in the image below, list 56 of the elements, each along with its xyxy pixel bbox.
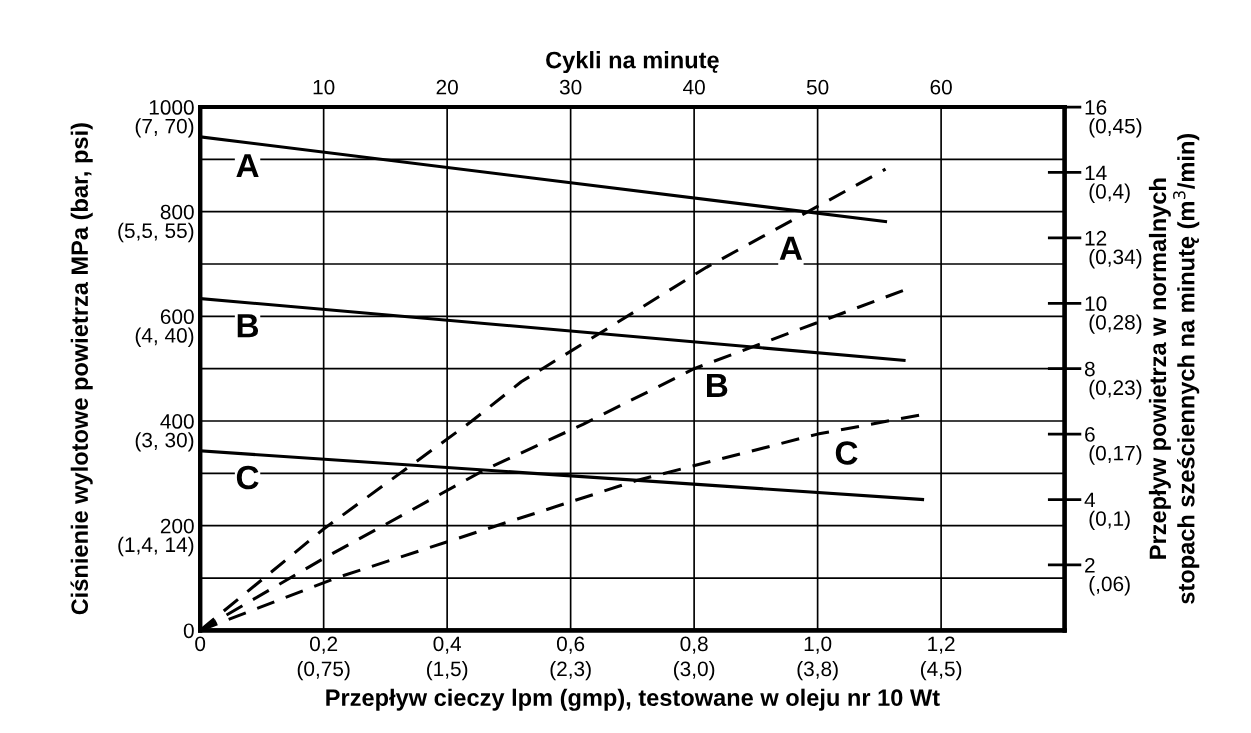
annotation: B [707, 373, 728, 397]
y2-tick-label: 10 [1085, 296, 1107, 312]
y-tick-label: 400 [160, 414, 194, 429]
y2-tick-label: 16 [1085, 100, 1107, 115]
x-tick-label: 1,2 [928, 636, 955, 654]
x-tick-label: 0 [195, 636, 206, 652]
annotation: C [236, 465, 259, 490]
text: (0,1) [1089, 510, 1130, 531]
annotation: B [237, 314, 259, 338]
annotation: A [779, 236, 803, 260]
annotation: A [236, 154, 259, 178]
x2-tick-label: 10 [313, 79, 335, 95]
text: (0,28) [1089, 314, 1142, 334]
y-tick-label: 800 [160, 204, 194, 220]
x-tick-label: 0,6 [556, 636, 585, 654]
x-tick-label: 1,0 [804, 636, 832, 654]
text: (0,4) [1089, 183, 1130, 203]
y2-axis-title: Przepływ powietrza w normalnych stopach sześciennych na minutę (m$^{3}$/min) [1148, 133, 1200, 604]
y-tick-label: 1000 [149, 100, 194, 115]
text: (1,5) [427, 660, 468, 681]
text: (0,23) [1089, 379, 1142, 400]
text: (3,8) [797, 660, 838, 681]
text: (,06) [1089, 576, 1130, 596]
y2-tick-label: 8 [1084, 361, 1095, 377]
y-tick-label: 0 [183, 623, 194, 639]
text: (0,75) [297, 660, 350, 681]
x2-tick-label: 20 [436, 79, 458, 95]
text: (2,3) [550, 660, 591, 681]
x-tick-label: 0,4 [433, 636, 462, 654]
y-tick-label: 600 [160, 309, 194, 325]
x-tick-label: 0,8 [680, 636, 708, 654]
text: (7, 70) [135, 118, 194, 138]
text: (5,5, 55) [118, 222, 194, 243]
text: (0,45) [1089, 118, 1142, 138]
y2-tick-label: 12 [1085, 230, 1107, 246]
x2-axis-title: Cykli na minutę [546, 51, 719, 74]
x2-tick-label: 30 [559, 79, 582, 95]
y2-tick-label: 4 [1084, 492, 1096, 508]
text: (0,17) [1089, 445, 1142, 465]
text: (0,34) [1089, 248, 1142, 269]
text: (3, 30) [135, 432, 194, 452]
x-tick-label: 0,2 [309, 636, 338, 654]
x2-tick-label: 60 [930, 79, 952, 95]
y-axis-title: Ciśnienie wylotowe powietrza MPa (bar, psi) [70, 123, 93, 615]
y2-tick-label: 14 [1085, 165, 1107, 180]
text: (3,0) [674, 660, 715, 681]
y-tick-label: 200 [160, 518, 194, 534]
y2-tick-label: 2 [1085, 557, 1095, 573]
text: (4,5) [920, 660, 962, 681]
x2-tick-label: 50 [806, 79, 829, 95]
text: (4, 40) [135, 327, 194, 347]
text: (1,4, 14) [118, 536, 194, 557]
y2-tick-label: 6 [1085, 427, 1095, 442]
x-axis-title: Przepływ cieczy lpm (gmp), testowane w oleju nr 10 Wt [326, 688, 940, 711]
x2-tick-label: 40 [683, 79, 705, 95]
annotation: C [835, 441, 858, 465]
